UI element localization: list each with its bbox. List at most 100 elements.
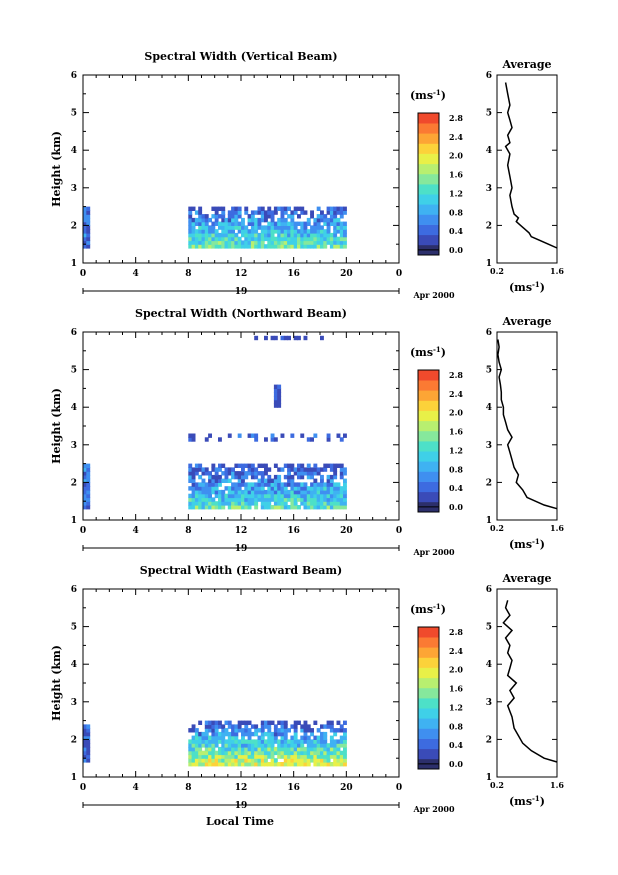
heatmap-cell (204, 471, 209, 476)
heatmap-cell (264, 482, 268, 487)
heatmap-cell (198, 489, 203, 495)
heatmap-cell (306, 240, 311, 245)
heatmap-cell (191, 217, 196, 223)
heatmap-cell (191, 750, 196, 756)
x-tick-label: 4 (133, 783, 139, 793)
heatmap-cell (264, 244, 268, 249)
heatmap-cell (329, 501, 334, 506)
heatmap-cell (250, 754, 255, 759)
heatmap-cell (316, 501, 321, 506)
average-frame (496, 74, 558, 264)
heatmap-cell (277, 236, 282, 242)
heatmap-cell (218, 489, 222, 495)
heatmap-cell (333, 467, 338, 472)
heatmap-cell (198, 221, 203, 226)
heatmap-cell (241, 720, 245, 725)
heatmap-cell (280, 743, 285, 748)
y-tick-label: 6 (71, 71, 77, 81)
x-tick-label: 20 (340, 783, 353, 793)
heatmap-cell (221, 478, 226, 483)
heatmap-cell (280, 217, 285, 223)
heatmap-cell (204, 750, 209, 756)
heatmap-cell (283, 505, 288, 510)
heatmap-cell (237, 482, 242, 487)
heatmap-cell (306, 497, 311, 502)
heatmap-cell (211, 482, 216, 487)
heatmap-cell (277, 384, 282, 389)
heatmap-cell (329, 754, 334, 759)
heatmap-cell (83, 750, 87, 756)
heatmap-cell (310, 728, 314, 733)
heatmap-cell (300, 206, 305, 211)
colorbar-unit-label: (ms-1) (410, 345, 446, 359)
heatmap-cell (244, 482, 249, 487)
heatmap-cell (218, 463, 222, 468)
heatmap-cell (336, 221, 341, 226)
heatmap-cell (83, 240, 87, 245)
heatmap-cell (194, 750, 199, 756)
heatmap-cell (290, 746, 295, 752)
heatmap-cell (267, 244, 272, 249)
heatmap-cell (283, 758, 288, 763)
heatmap-cell (83, 232, 87, 238)
heatmap-cell (316, 225, 321, 230)
heatmap-cell (343, 471, 347, 476)
heatmap-cell (201, 743, 206, 748)
heatmap-cell (287, 743, 291, 748)
heatmap-cell (208, 728, 212, 733)
heatmap-cell (283, 750, 288, 756)
x-tick-label: 12 (235, 526, 248, 536)
heatmap-cell (297, 750, 301, 756)
heatmap-cell (297, 229, 301, 234)
avg-y-tick-label: 1 (486, 259, 492, 269)
heatmap-cell (277, 467, 282, 472)
heatmap-cell (290, 735, 295, 740)
heatmap-cell (336, 720, 341, 725)
heatmap-cell (270, 762, 275, 767)
heatmap-cell (211, 720, 216, 725)
heatmap-cell (204, 482, 209, 487)
heatmap-cell (280, 750, 285, 756)
heatmap-cell (273, 505, 278, 510)
heatmap-cell (326, 217, 331, 223)
heatmap-cell (237, 210, 242, 215)
heatmap-cell (237, 474, 242, 480)
heatmap-cell (333, 758, 338, 763)
heatmap-cell (270, 244, 275, 249)
heatmap-cell (267, 762, 272, 767)
heatmap-cell (329, 489, 334, 495)
heatmap-cell (293, 467, 298, 472)
heatmap-cell (211, 731, 216, 737)
heatmap-cell (250, 743, 255, 748)
heatmap-cell (214, 478, 219, 483)
heatmap-cell (198, 754, 203, 759)
heatmap-cell (313, 750, 318, 756)
heatmap-cell (270, 505, 275, 510)
colorbar-swatch (418, 400, 439, 411)
heatmap-cell (300, 210, 305, 215)
heatmap-cell (293, 210, 298, 215)
heatmap-cell (254, 232, 259, 238)
heatmap-cell (300, 735, 305, 740)
x-tick-label: 8 (185, 269, 191, 279)
heatmap-cell (250, 758, 255, 763)
heatmap-cell (247, 497, 252, 502)
heatmap-cell (260, 206, 265, 211)
heatmap-cell (191, 232, 196, 238)
avg-y-tick-label: 6 (486, 328, 492, 338)
x-tick-label: 4 (133, 269, 139, 279)
heatmap-cell (280, 486, 285, 491)
heatmap-cell (320, 236, 324, 242)
heatmap-cell (257, 236, 262, 242)
heatmap-cell (273, 244, 278, 249)
heatmap-cell (254, 217, 259, 223)
heatmap-cell (247, 221, 252, 226)
heatmap-cell (326, 720, 331, 725)
heatmap-cell (224, 493, 229, 499)
heatmap-cell (290, 478, 295, 483)
heatmap-cell (201, 486, 206, 491)
heatmap-cell (227, 754, 232, 759)
heatmap-cell (83, 467, 87, 472)
